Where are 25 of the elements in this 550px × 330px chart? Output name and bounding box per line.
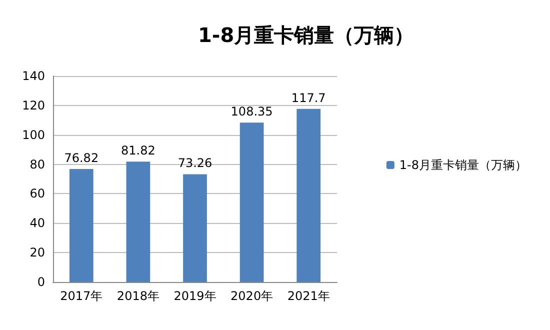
bar [296,108,321,282]
data-label: 81.82 [121,144,156,158]
chart-title: 1-8月重卡销量（万辆） [198,23,414,47]
data-label: 108.35 [230,104,273,119]
bar [240,122,264,282]
y-tick-label: 20 [30,246,45,260]
x-tick-label: 2021年 [287,289,330,303]
bar [183,174,207,282]
data-label: 73.26 [178,156,212,170]
data-label: 76.82 [64,150,99,165]
data-label: 117.7 [291,90,326,105]
y-tick-label: 120 [22,98,45,112]
x-tick-label: 2019年 [174,289,216,303]
bar [126,162,150,282]
y-tick-label: 80 [30,157,45,172]
x-tick-label: 2018年 [116,289,160,303]
y-tick-label: 0 [37,275,45,289]
x-tick-label: 2017年 [60,289,103,303]
y-tick-label: 60 [30,186,45,201]
x-tick-label: 2020年 [230,289,274,303]
legend-label: 1-8月重卡销量（万辆） [399,158,528,172]
bar [69,168,94,282]
y-tick-label: 40 [30,216,45,230]
y-tick-label: 140 [22,69,45,83]
y-tick-label: 100 [22,128,45,142]
